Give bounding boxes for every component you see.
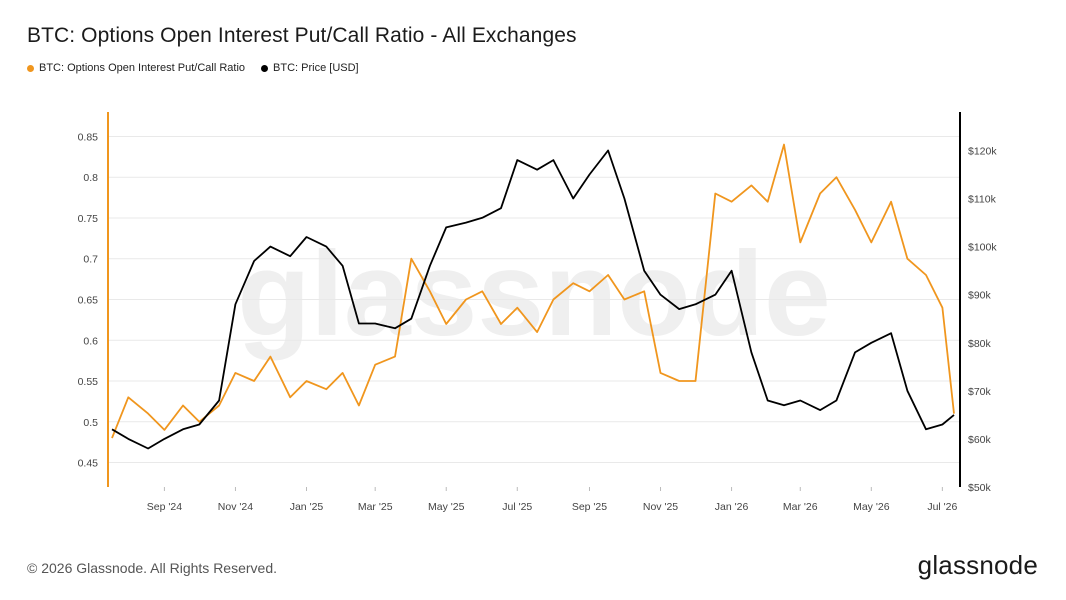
y-left-tick-label: 0.7 [83,254,98,266]
y-left-tick-label: 0.65 [78,295,99,307]
legend-label-price: BTC: Price [USD] [273,62,359,74]
y-right-tick-label: $100k [968,242,997,254]
legend-dot-ratio [27,64,34,72]
legend-item-price[interactable]: BTC: Price [USD] [261,62,359,74]
x-tick-label: Jul '25 [502,501,532,513]
x-tick-label: Nov '24 [218,501,253,513]
y-left-tick-label: 0.85 [78,131,99,143]
y-right-tick-label: $110k [968,194,997,206]
y-left-tick-label: 0.6 [83,335,98,347]
series-line-btc-price [111,149,955,450]
y-left-tick-label: 0.5 [83,417,98,429]
watermark: glassnode [237,227,831,361]
legend-dot-price [261,64,269,72]
y-left-tick-label: 0.45 [78,458,99,470]
y-right-tick-label: $70k [968,386,992,398]
x-tick-label: Sep '24 [147,501,182,513]
x-tick-label: Mar '26 [783,501,818,513]
x-tick-label: Jan '25 [290,501,324,513]
chart-legend: BTC: Options Open Interest Put/Call Rati… [27,62,359,74]
legend-label-ratio: BTC: Options Open Interest Put/Call Rati… [39,62,246,74]
brand-logo: glassnode [917,550,1038,580]
y-left-tick-label: 0.55 [78,376,99,388]
y-right-tick-label: $90k [968,290,992,302]
x-tick-label: Jul '26 [927,501,957,513]
chart-title: BTC: Options Open Interest Put/Call Rati… [27,24,577,47]
chart-canvas: glassnode 0.45 0.5 0.55 0.6 0.65 0.7 0.75 0.8 0.8… [78,112,997,513]
y-left-tick-label: 0.75 [78,213,99,225]
x-tick-label: May '26 [853,501,890,513]
x-tick-label: Sep '25 [572,501,607,513]
y-right-tick-label: $120k [968,145,997,157]
y-right-tick-label: $80k [968,338,992,350]
y-left-tick-label: 0.8 [83,172,98,184]
legend-item-ratio[interactable]: BTC: Options Open Interest Put/Call Rati… [27,62,245,74]
series-line-put-call-ratio [111,143,955,439]
x-tick-label: Nov '25 [643,501,678,513]
y-right-tick-label: $50k [968,482,992,494]
x-tick-label: Jan '26 [715,501,749,513]
y-right-tick-label: $60k [968,434,992,446]
copyright-footer: © 2026 Glassnode. All Rights Reserved. [27,560,278,576]
x-tick-label: Mar '25 [358,501,393,513]
x-tick-label: May '25 [428,501,465,513]
